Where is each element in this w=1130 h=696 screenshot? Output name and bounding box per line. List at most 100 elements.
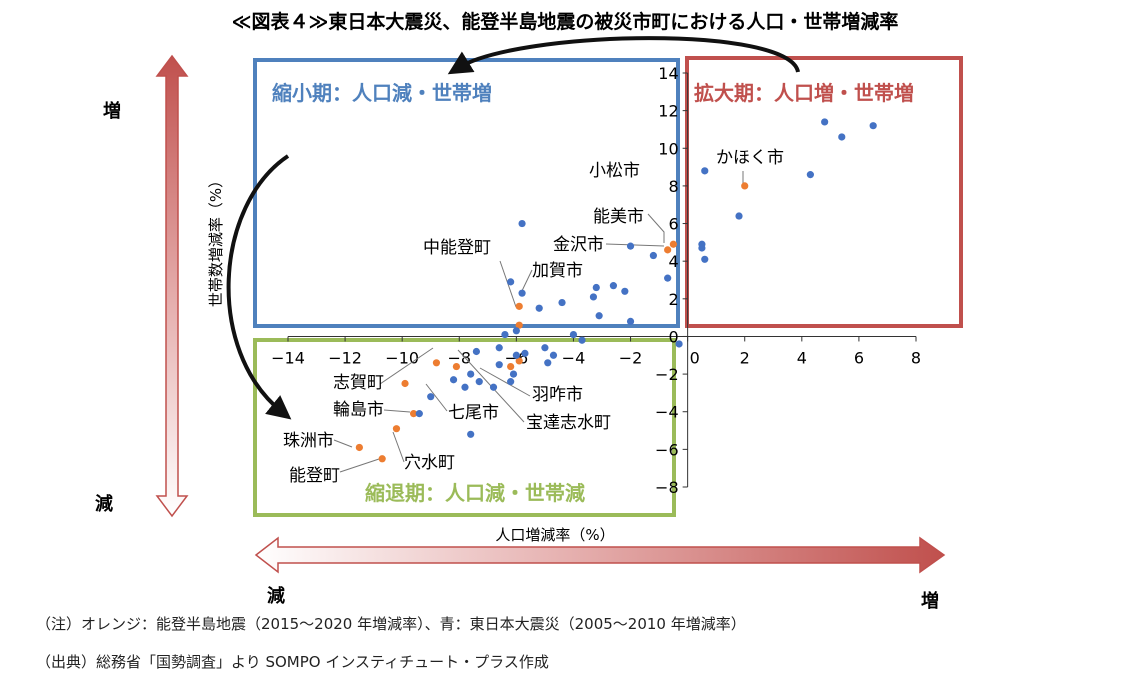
- data-point-blue: [735, 212, 743, 220]
- x-tick-label: 2: [740, 348, 750, 367]
- data-point-blue: [595, 312, 603, 320]
- data-point-blue: [475, 378, 483, 386]
- data-point-blue: [507, 278, 515, 286]
- chart-title: ≪図表４≫東日本大震災、能登半島地震の被災市町における人口・世帯増減率: [232, 10, 899, 33]
- leader-line: [383, 409, 411, 413]
- data-point-blue: [467, 430, 475, 438]
- y-tick-label: 14: [658, 64, 678, 83]
- leader-line: [379, 347, 434, 385]
- x-tick-label: −10: [385, 348, 419, 367]
- data-point-orange: [401, 379, 409, 388]
- city-label-shika: 志賀町: [333, 373, 384, 393]
- data-point-blue: [806, 171, 814, 179]
- y-tick-label: 10: [658, 139, 678, 158]
- x-tick-label: −14: [271, 348, 305, 367]
- data-point-blue: [495, 361, 503, 369]
- data-point-blue: [589, 293, 598, 301]
- x-tick-label: −8: [447, 348, 471, 367]
- data-point-orange: [410, 410, 418, 418]
- data-point-blue: [427, 393, 435, 401]
- data-point-blue: [489, 383, 498, 391]
- data-point-orange: [669, 240, 677, 248]
- data-point-orange: [378, 455, 386, 463]
- data-point-blue: [649, 251, 657, 260]
- data-point-blue: [664, 274, 672, 282]
- curved-arrow-top: [447, 36, 800, 75]
- data-point-blue: [449, 376, 458, 384]
- data-point-blue: [495, 344, 503, 352]
- y-tick-label: 0: [668, 327, 678, 346]
- data-point-blue: [415, 410, 423, 418]
- y-tick-label: 8: [668, 177, 678, 196]
- city-label-noto: 能登町: [289, 466, 340, 486]
- data-point-blue: [558, 298, 566, 307]
- data-point-orange: [507, 362, 515, 371]
- data-point-blue: [821, 118, 829, 126]
- leader-line: [333, 439, 353, 448]
- leader-line: [425, 383, 448, 412]
- horizontal-arrow: [254, 536, 946, 574]
- x-tick-label: 0: [690, 348, 700, 367]
- horizontal-arrow-left-label: 減: [267, 585, 285, 607]
- x-tick-label: −2: [619, 348, 643, 367]
- x-tick-label: 6: [854, 348, 864, 367]
- y-tick-label: 6: [668, 215, 678, 234]
- city-label-kaga: 加賀市: [532, 261, 583, 281]
- city-label-suzu: 珠洲市: [283, 431, 334, 451]
- data-point-blue: [675, 340, 683, 348]
- leader-line: [647, 213, 665, 243]
- data-point-blue: [512, 327, 520, 335]
- data-point-blue: [535, 304, 543, 312]
- city-label-nanao: 七尾市: [448, 403, 499, 423]
- data-point-orange: [432, 359, 441, 367]
- data-point-blue: [701, 255, 709, 263]
- y-tick-label: −4: [655, 403, 679, 422]
- scatter-chart: ≪図表４≫東日本大震災、能登半島地震の被災市町における人口・世帯増減率 縮小期：…: [95, 10, 963, 610]
- city-label-anamizu: 穴水町: [404, 453, 455, 473]
- x-tick-label: 8: [911, 348, 921, 367]
- data-point-blue: [501, 330, 509, 339]
- data-point-blue: [626, 317, 635, 325]
- x-tick-label: −12: [328, 348, 362, 367]
- y-tick-label: −8: [655, 478, 679, 497]
- leader-line: [479, 367, 531, 397]
- data-point-blue: [549, 351, 558, 359]
- x-axis-label: 人口増減率（%）: [495, 526, 614, 544]
- data-point-blue: [518, 219, 526, 228]
- y-tick-label: 4: [668, 252, 678, 271]
- city-label-hakui: 羽咋市: [532, 385, 583, 405]
- vertical-arrow-up-label: 増: [103, 100, 121, 122]
- data-point-blue: [507, 378, 515, 386]
- chart-note: （注）オレンジ：能登半島地震（2015～2020 年増減率）、青：東日本大震災（…: [36, 615, 746, 633]
- data-point-blue: [698, 244, 706, 252]
- leader-line: [605, 243, 665, 247]
- city-label-komatsu: 小松市: [589, 161, 640, 181]
- quadrant-label-expand: 拡大期：人口増・世帯増: [694, 81, 914, 105]
- data-point-orange: [515, 321, 523, 329]
- leader-line: [392, 431, 405, 463]
- data-point-blue: [518, 289, 526, 297]
- x-tick-label: 4: [797, 348, 807, 367]
- data-point-blue: [621, 287, 629, 295]
- data-point-orange: [741, 182, 749, 190]
- y-tick-label: −2: [655, 365, 679, 384]
- data-point-blue: [509, 370, 518, 378]
- quadrant-frame-expand: [685, 56, 963, 328]
- chart-source: （出典）総務省「国勢調査」より SOMPO インスティチュート・プラス作成: [36, 653, 549, 671]
- data-point-orange: [452, 362, 461, 371]
- city-label-wajima: 輪島市: [333, 400, 384, 420]
- data-point-orange: [392, 425, 401, 433]
- vertical-arrow: [155, 54, 189, 518]
- quadrant-frame-decline: [253, 338, 676, 517]
- data-point-orange: [355, 443, 363, 452]
- leader-line: [339, 458, 380, 473]
- city-label-nakanoto: 中能登町: [423, 238, 491, 258]
- y-axis-label: 世帯数増減率（%）: [207, 173, 225, 307]
- data-point-orange: [664, 246, 672, 254]
- y-tick-label: 12: [658, 102, 678, 121]
- data-point-blue: [838, 133, 846, 141]
- horizontal-arrow-right-label: 増: [921, 590, 939, 610]
- data-point-blue: [467, 370, 475, 378]
- quadrant-label-shrink: 縮小期：人口減・世帯増: [272, 81, 492, 105]
- city-label-kahoku: かほく市: [716, 148, 784, 168]
